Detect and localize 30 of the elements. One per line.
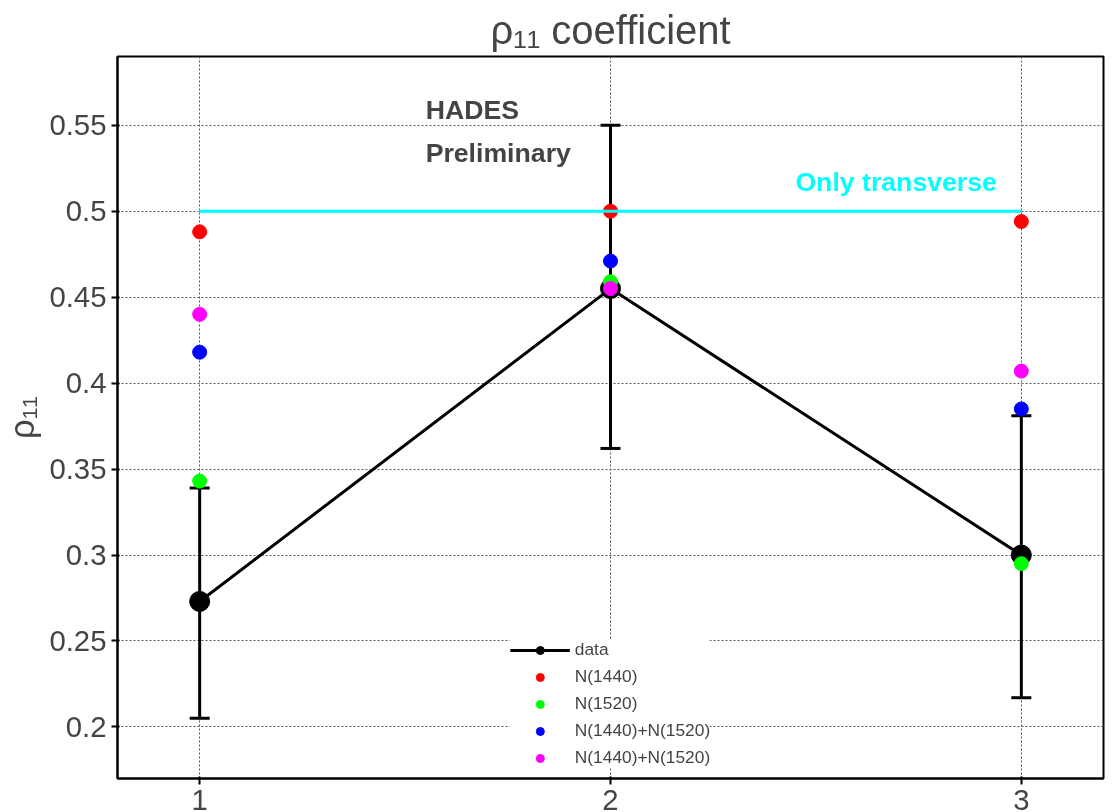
chart-title: ρ₁₁ coefficient bbox=[490, 7, 731, 52]
legend-label: N(1440) bbox=[574, 666, 638, 687]
y-tick-label: 0.35 bbox=[49, 452, 107, 486]
x-tick-label: 2 bbox=[602, 782, 619, 812]
point bbox=[189, 590, 211, 612]
legend-label: N(1440)+N(1520) bbox=[574, 720, 711, 741]
point bbox=[192, 224, 208, 240]
point bbox=[603, 253, 618, 269]
y-tick-label: 0.4 bbox=[65, 366, 107, 400]
y-axis-title: ρ₁₁ bbox=[3, 395, 42, 440]
point bbox=[192, 344, 208, 360]
x-tick-label: 3 bbox=[1013, 782, 1030, 812]
legend-label: data bbox=[574, 639, 609, 660]
y-tick-label: 0.3 bbox=[65, 538, 107, 572]
y-tick-label: 0.2 bbox=[65, 709, 107, 743]
point bbox=[1013, 401, 1029, 417]
point bbox=[1013, 214, 1029, 230]
legend-label: N(1520) bbox=[574, 693, 638, 714]
y-tick-label: 0.25 bbox=[49, 623, 107, 657]
y-tick-label: 0.45 bbox=[49, 280, 107, 314]
y-tick-label: 0.55 bbox=[49, 108, 107, 142]
point bbox=[192, 306, 208, 322]
point bbox=[1013, 556, 1029, 572]
series-label: Only transverse bbox=[795, 167, 997, 198]
legend-label: N(1440)+N(1520) bbox=[574, 747, 711, 768]
annotation: HADES Preliminary bbox=[425, 95, 571, 169]
point bbox=[1013, 363, 1029, 379]
x-tick-label: 1 bbox=[191, 782, 208, 812]
point bbox=[192, 473, 208, 489]
y-tick-label: 0.5 bbox=[65, 194, 107, 228]
